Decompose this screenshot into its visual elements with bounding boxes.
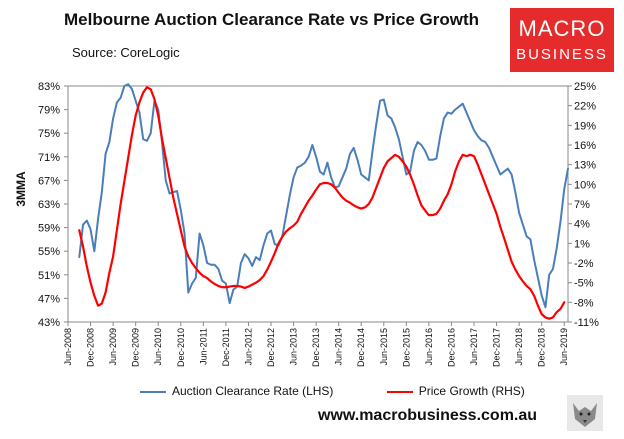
left-axis-tick-label: 51%: [38, 270, 60, 282]
legend-label-price-growth: Price Growth (RHS): [418, 384, 525, 398]
legend-swatch-price-growth: [386, 390, 413, 393]
series-line-price-growth: [78, 86, 566, 320]
chart-legend: Auction Clearance Rate (LHS) Price Growt…: [140, 384, 575, 398]
right-axis-tick-label: 1%: [574, 238, 590, 250]
left-axis-tick-label: 43%: [38, 317, 60, 329]
left-axis-tick-label: 55%: [38, 246, 60, 258]
macrobusiness-logo: MACRO BUSINESS: [510, 8, 614, 72]
x-axis-tick-label: Dec-2013: [311, 328, 321, 367]
x-axis-tick-label: Dec-2014: [356, 328, 366, 367]
legend-item-price-growth: Price Growth (RHS): [386, 384, 525, 398]
x-axis-tick-label: Dec-2010: [176, 328, 186, 367]
x-axis-tick-label: Jun-2014: [334, 328, 344, 366]
x-axis-tick-label: Jun-2012: [243, 328, 253, 366]
right-axis-tick-label: 19%: [574, 120, 596, 132]
left-axis-tick-label: 79%: [38, 105, 60, 117]
x-axis-tick-label: Jun-2009: [108, 328, 118, 366]
left-axis-tick-label: 67%: [38, 175, 60, 187]
right-axis-tick-label: 10%: [574, 179, 596, 191]
legend-swatch-clearance: [140, 390, 166, 393]
left-axis-tick-label: 47%: [38, 293, 60, 305]
x-axis-tick-label: Jun-2013: [289, 328, 299, 366]
right-axis-tick-label: -5%: [574, 278, 594, 290]
left-axis-tick-label: 75%: [38, 128, 60, 140]
x-axis-tick-label: Dec-2016: [446, 328, 456, 367]
left-axis-tick-label: 83%: [38, 81, 60, 93]
chart-title: Melbourne Auction Clearance Rate vs Pric…: [64, 10, 480, 29]
x-axis-tick-label: Dec-2017: [492, 328, 502, 367]
logo-line-1: MACRO: [518, 16, 606, 41]
right-axis-tick-label: 25%: [574, 81, 596, 93]
left-axis-tick-label: 63%: [38, 199, 60, 211]
right-axis-tick-label: -8%: [574, 297, 594, 309]
right-axis-tick-label: 16%: [574, 140, 596, 152]
logo-line-2: BUSINESS: [516, 46, 608, 63]
x-axis-tick-label: Jun-2016: [424, 328, 434, 366]
right-axis-tick-label: 22%: [574, 101, 596, 113]
right-axis-tick-label: 7%: [574, 199, 590, 211]
x-axis-tick-label: Jun-2010: [153, 328, 163, 366]
left-axis-tick-label: 71%: [38, 152, 60, 164]
x-axis-tick-label: Jun-2019: [559, 328, 569, 366]
wolf-mascot-icon: [567, 395, 603, 431]
right-axis-tick-label: 4%: [574, 219, 590, 231]
x-axis-tick-label: Jun-2008: [63, 328, 73, 366]
series-line-clearance-rate: [78, 83, 569, 309]
right-axis-tick-label: 13%: [574, 160, 596, 172]
x-axis-tick-label: Jun-2017: [469, 328, 479, 366]
x-axis-tick-label: Dec-2018: [537, 328, 547, 367]
x-axis-tick-label: Jun-2011: [198, 328, 208, 365]
x-axis-tick-label: Dec-2015: [401, 328, 411, 367]
x-axis-tick-label: Dec-2012: [266, 328, 276, 367]
x-axis-tick-label: Dec-2008: [86, 328, 96, 367]
right-axis-tick-label: -2%: [574, 258, 594, 270]
x-axis-tick-label: Jun-2018: [514, 328, 524, 366]
x-axis-tick-label: Dec-2009: [131, 328, 141, 367]
chart-source: Source: CoreLogic: [72, 45, 180, 60]
website-url: www.macrobusiness.com.au: [318, 407, 538, 424]
right-axis-tick-label: -11%: [574, 317, 599, 329]
legend-item-clearance: Auction Clearance Rate (LHS): [140, 384, 333, 398]
x-axis-tick-label: Dec-2011: [221, 328, 231, 366]
x-axis-tick-label: Jun-2015: [379, 328, 389, 366]
legend-label-clearance: Auction Clearance Rate (LHS): [172, 384, 334, 398]
left-axis-tick-label: 59%: [38, 223, 60, 235]
